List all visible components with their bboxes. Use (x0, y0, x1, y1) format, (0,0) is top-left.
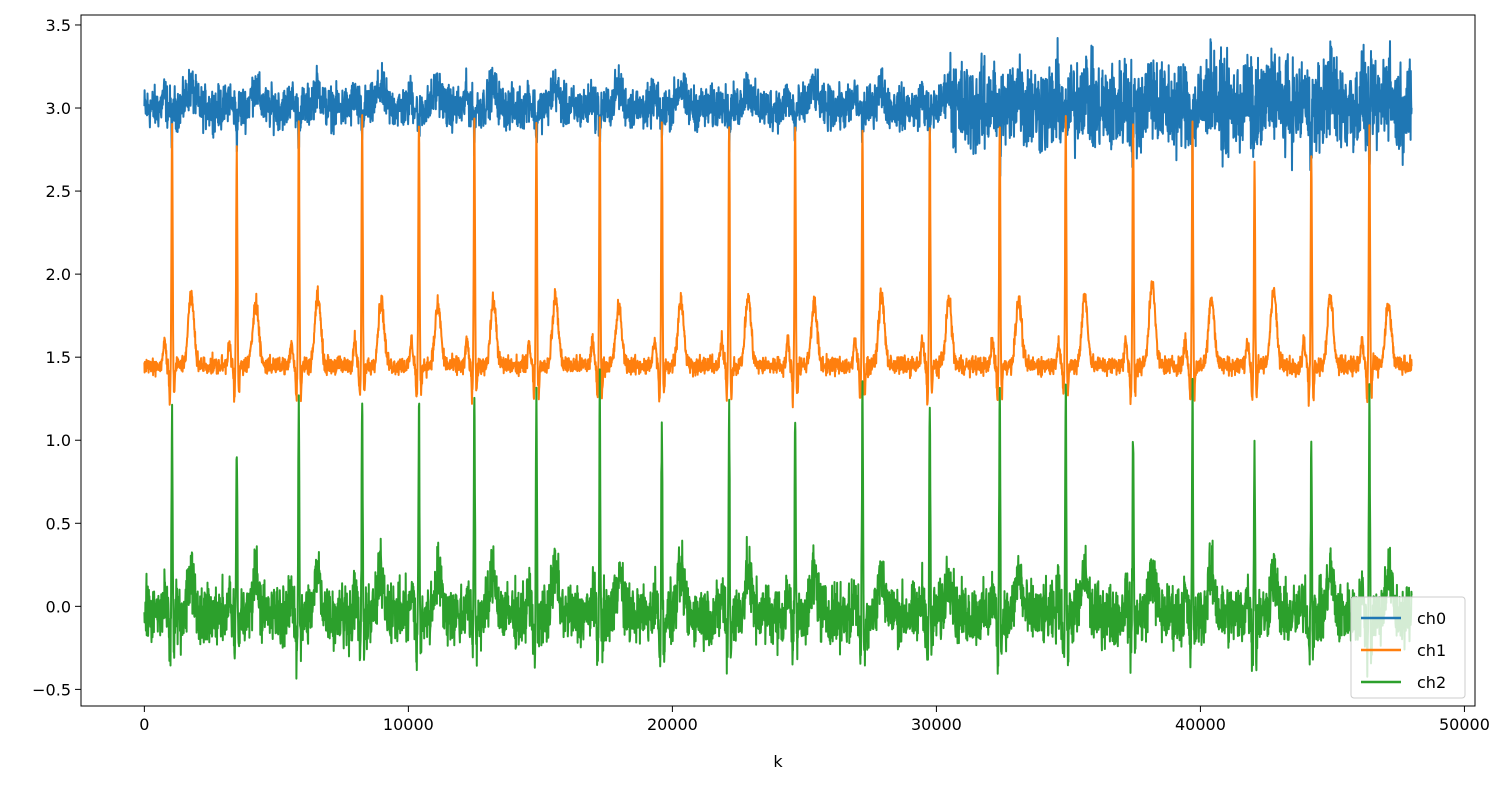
legend-label-ch0: ch0 (1417, 609, 1446, 628)
series-lines (143, 37, 1413, 680)
legend-label-ch2: ch2 (1417, 673, 1446, 692)
y-tick-label: 2.0 (46, 265, 71, 284)
y-tick-label: 1.5 (46, 348, 71, 367)
x-tick-label: 40000 (1175, 715, 1226, 734)
legend-label-ch1: ch1 (1417, 641, 1446, 660)
x-tick-label: 0 (139, 715, 149, 734)
series-line-ch2 (143, 368, 1413, 680)
series-line-ch0 (143, 37, 1413, 179)
y-tick-label: 3.0 (46, 99, 71, 118)
legend: ch0 ch1 ch2 (1350, 596, 1466, 699)
plot-frame (80, 14, 1476, 707)
x-axis-label: k (773, 752, 783, 771)
y-tick-label: 3.5 (46, 16, 71, 35)
x-tick-label: 50000 (1439, 715, 1490, 734)
x-tick-label: 20000 (647, 715, 698, 734)
x-tick-label: 10000 (383, 715, 434, 734)
legend-frame (1350, 596, 1466, 699)
y-tick-label: −0.5 (32, 680, 71, 699)
y-axis-ticks: −0.5 0.0 0.5 1.0 1.5 2.0 2.5 3.0 3.5 (32, 16, 81, 699)
x-axis-ticks: 0 10000 20000 30000 40000 50000 (139, 706, 1490, 734)
y-tick-label: 0.5 (46, 514, 71, 533)
y-tick-label: 1.0 (46, 431, 71, 450)
x-tick-label: 30000 (911, 715, 962, 734)
y-tick-label: 0.0 (46, 597, 71, 616)
y-tick-label: 2.5 (46, 182, 71, 201)
series-line-ch1 (143, 114, 1413, 409)
